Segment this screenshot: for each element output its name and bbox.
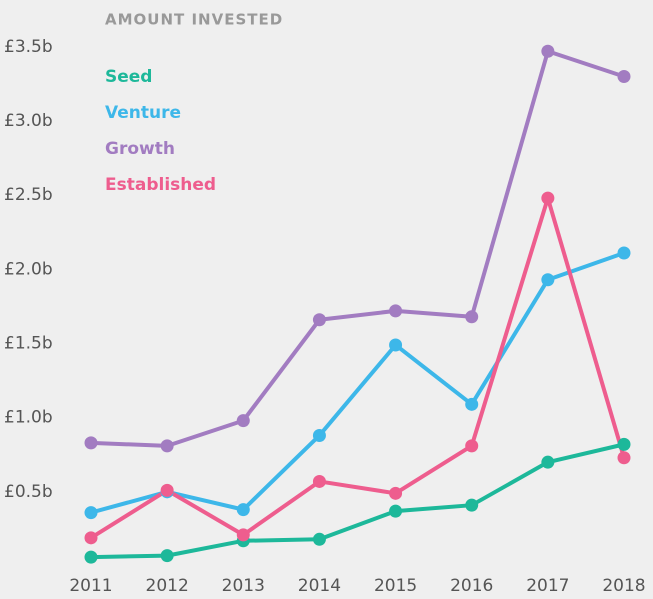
y-tick-label: £0.5b [4,482,53,502]
y-tick-label: £3.5b [4,37,53,57]
data-point [84,550,98,564]
chart-title: AMOUNT INVESTED [105,11,283,29]
data-point [389,486,403,500]
x-tick-label: 2013 [222,576,265,596]
x-tick-label: 2016 [450,576,493,596]
series-line [89,196,626,540]
data-point [312,474,326,488]
x-tick-label: 2012 [146,576,189,596]
data-point [541,273,555,287]
y-tick-label: £2.5b [4,185,53,205]
data-point [389,338,403,352]
data-point [389,304,403,318]
y-tick-label: £1.5b [4,334,53,354]
series-line [90,49,625,448]
data-point [465,397,479,411]
data-point [465,310,479,324]
x-tick-label: 2015 [374,576,417,596]
data-point [312,532,326,546]
data-point [465,498,479,512]
data-point [617,70,631,83]
x-tick-label: 2014 [298,576,341,596]
data-point [236,528,250,542]
data-point [160,549,174,563]
data-point [312,428,326,442]
data-point [541,455,555,469]
data-point [465,439,479,453]
data-point [389,504,403,518]
data-point [160,439,174,453]
legend-label: Seed [105,67,152,87]
legend-label: Venture [105,103,181,123]
data-point [160,483,174,497]
data-point [312,313,326,327]
x-tick-label: 2017 [526,576,569,596]
data-point [617,246,631,260]
data-point [541,191,555,205]
x-tick-label: 2018 [602,576,645,596]
y-tick-label: £1.0b [4,408,53,428]
data-point [236,414,250,428]
legend-label: Growth [105,139,175,159]
data-point [541,44,555,58]
series-line [90,251,625,515]
series-line [90,442,625,560]
y-tick-label: £2.0b [4,259,53,279]
legend-label: Established [105,175,216,195]
data-point [617,451,631,465]
x-tick-label: 2011 [69,576,112,596]
data-point [84,506,98,520]
data-point [84,531,98,545]
data-point [84,436,98,450]
data-point [236,503,250,517]
data-point [617,437,631,451]
y-tick-label: £3.0b [4,111,53,131]
